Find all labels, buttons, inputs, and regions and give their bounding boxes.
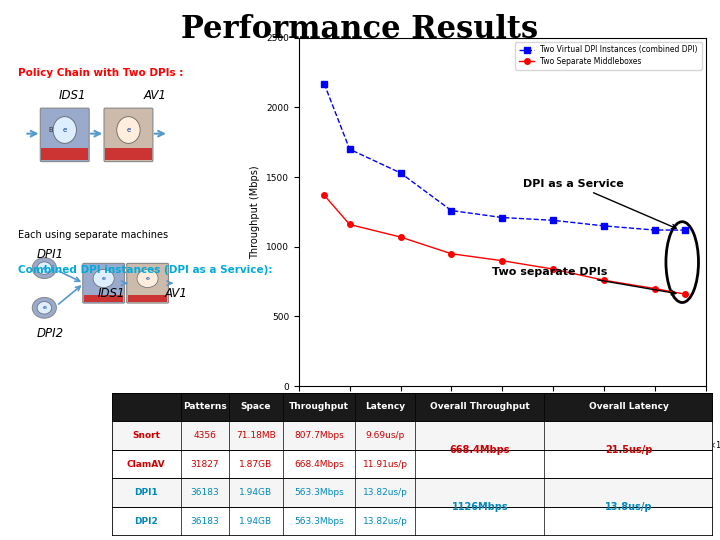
FancyBboxPatch shape	[83, 264, 125, 303]
Two Separate Middleboxes	[396, 234, 405, 240]
Text: 36183: 36183	[190, 488, 219, 497]
Text: 9.69us/p: 9.69us/p	[366, 431, 405, 440]
Bar	[128, 295, 167, 302]
Text: Latency: Latency	[365, 402, 405, 411]
Text: Policy Chain with Two DPIs :: Policy Chain with Two DPIs :	[18, 68, 184, 78]
Bar	[84, 295, 123, 302]
Two Separate Middleboxes	[681, 291, 690, 298]
Text: IDS1: IDS1	[98, 287, 125, 300]
Text: Patterns: Patterns	[183, 402, 227, 411]
Text: e: e	[145, 276, 150, 281]
Text: Snort: Snort	[132, 431, 160, 440]
Text: DPI as a Service: DPI as a Service	[523, 179, 676, 228]
Text: DPI1: DPI1	[37, 248, 64, 261]
FancyBboxPatch shape	[40, 108, 89, 161]
Text: Performance Results: Performance Results	[181, 14, 539, 44]
X-axis label: Total number of patterns: Total number of patterns	[442, 410, 562, 420]
Text: Combined DPI instances (DPI as a Service):: Combined DPI instances (DPI as a Service…	[18, 265, 272, 275]
Two Separate Middleboxes	[320, 192, 328, 199]
Text: e: e	[126, 127, 130, 133]
Text: B: B	[48, 127, 53, 133]
Text: 668.4Mbps: 668.4Mbps	[294, 460, 344, 469]
Text: Overall Latency: Overall Latency	[589, 402, 669, 411]
Text: 36183: 36183	[190, 517, 219, 526]
Two Virtual DPI Instances (combined DPI)	[681, 227, 690, 233]
Text: 13.8us/p: 13.8us/p	[605, 502, 652, 512]
Text: 13.82us/p: 13.82us/p	[363, 488, 408, 497]
Two Virtual DPI Instances (combined DPI)	[447, 207, 456, 214]
Two Virtual DPI Instances (combined DPI)	[650, 227, 659, 233]
Two Separate Middleboxes	[600, 277, 608, 284]
Two Separate Middleboxes	[447, 251, 456, 257]
Text: e: e	[102, 276, 106, 281]
Two Separate Middleboxes	[498, 258, 507, 264]
Text: ClamAV: ClamAV	[127, 460, 166, 469]
Text: Overall Throughput: Overall Throughput	[430, 402, 530, 411]
Text: 1126Mbps: 1126Mbps	[451, 502, 508, 512]
Text: $\times 10^4$: $\times 10^4$	[708, 439, 720, 451]
Circle shape	[117, 117, 140, 143]
Text: DPI1: DPI1	[135, 488, 158, 497]
Circle shape	[93, 269, 114, 288]
Text: Space: Space	[240, 402, 271, 411]
Text: 668.4Mbps: 668.4Mbps	[449, 445, 510, 455]
Text: 1.94GB: 1.94GB	[239, 517, 272, 526]
Bar	[112, 421, 713, 450]
Text: 21.5us/p: 21.5us/p	[605, 445, 652, 455]
Two Virtual DPI Instances (combined DPI)	[549, 217, 557, 224]
Two Virtual DPI Instances (combined DPI)	[346, 146, 354, 152]
Text: DPI2: DPI2	[135, 517, 158, 526]
Bar	[112, 393, 713, 421]
Text: AV1: AV1	[143, 89, 166, 102]
Circle shape	[37, 262, 52, 274]
Circle shape	[32, 258, 56, 279]
Text: 1.94GB: 1.94GB	[239, 488, 272, 497]
Text: Throughput: Throughput	[289, 402, 349, 411]
Text: 563.3Mbps: 563.3Mbps	[294, 517, 344, 526]
Circle shape	[37, 301, 52, 314]
Text: 1.87GB: 1.87GB	[239, 460, 272, 469]
Text: Each using separate machines: Each using separate machines	[18, 230, 168, 240]
Two Virtual DPI Instances (combined DPI)	[600, 222, 608, 229]
Two Virtual DPI Instances (combined DPI)	[396, 170, 405, 176]
Bar	[112, 507, 713, 536]
Text: e: e	[42, 266, 46, 271]
Two Virtual DPI Instances (combined DPI)	[498, 214, 507, 221]
Bar	[105, 148, 152, 160]
Circle shape	[53, 117, 76, 143]
Text: 31827: 31827	[191, 460, 219, 469]
Text: 4356: 4356	[194, 431, 216, 440]
Text: 563.3Mbps: 563.3Mbps	[294, 488, 344, 497]
Text: 13.82us/p: 13.82us/p	[363, 517, 408, 526]
Bar	[112, 478, 713, 507]
Bar	[112, 450, 713, 478]
Text: Two separate DPIs: Two separate DPIs	[492, 267, 676, 295]
Circle shape	[32, 298, 56, 318]
Text: 71.18MB: 71.18MB	[236, 431, 276, 440]
Two Virtual DPI Instances (combined DPI)	[320, 80, 328, 87]
Line: Two Virtual DPI Instances (combined DPI): Two Virtual DPI Instances (combined DPI)	[321, 81, 688, 233]
Text: e: e	[63, 127, 67, 133]
FancyBboxPatch shape	[104, 108, 153, 161]
Line: Two Separate Middleboxes: Two Separate Middleboxes	[321, 192, 688, 297]
FancyBboxPatch shape	[127, 264, 168, 303]
Text: 807.7Mbps: 807.7Mbps	[294, 431, 344, 440]
Two Separate Middleboxes	[346, 221, 354, 228]
Text: IDS1: IDS1	[58, 89, 86, 102]
Text: 11.91us/p: 11.91us/p	[363, 460, 408, 469]
Bar	[41, 148, 88, 160]
Two Separate Middleboxes	[549, 266, 557, 272]
Two Separate Middleboxes	[650, 285, 659, 292]
Circle shape	[137, 269, 158, 288]
Text: DPI2: DPI2	[37, 327, 64, 340]
Y-axis label: Throughput (Mbps): Throughput (Mbps)	[251, 165, 261, 259]
Text: e: e	[42, 305, 46, 310]
Text: AV1: AV1	[165, 287, 188, 300]
Legend: Two Virtual DPI Instances (combined DPI), Two Separate Middleboxes: Two Virtual DPI Instances (combined DPI)…	[516, 42, 702, 70]
